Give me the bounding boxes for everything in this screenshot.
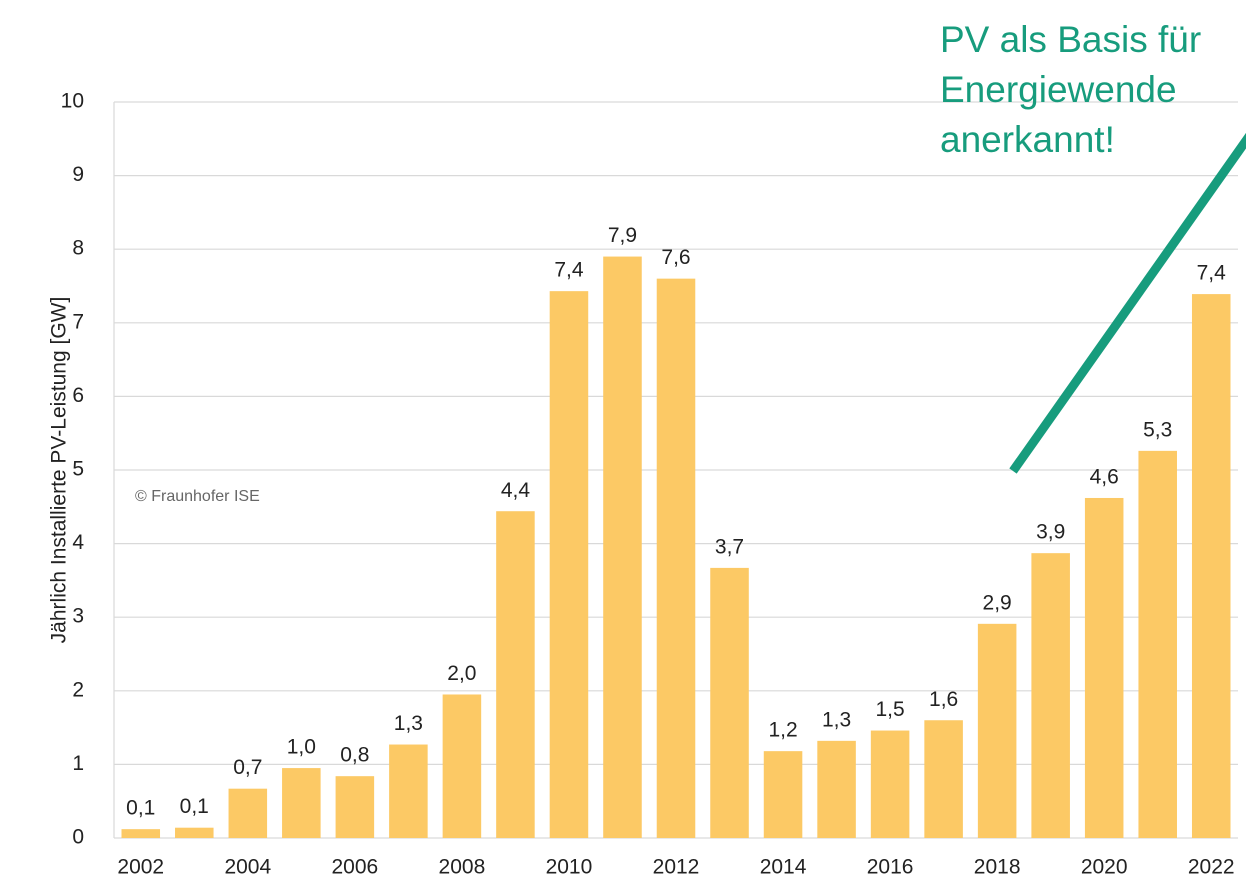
bar xyxy=(175,827,214,838)
bar xyxy=(335,776,375,838)
value-label: 1,3 xyxy=(394,712,423,735)
bar xyxy=(817,740,856,838)
x-tick-label: 2014 xyxy=(760,856,807,879)
bar xyxy=(121,829,161,838)
y-tick-label: 8 xyxy=(72,237,84,260)
y-tick-label: 2 xyxy=(72,678,84,701)
x-tick-label: 2020 xyxy=(1081,856,1128,879)
value-label: 0,1 xyxy=(126,797,155,820)
bar xyxy=(656,278,696,838)
y-tick-label: 9 xyxy=(72,163,84,186)
x-tick-label: 2004 xyxy=(224,856,271,879)
x-tick-label: 2012 xyxy=(653,856,700,879)
value-label: 2,0 xyxy=(447,662,476,685)
bar xyxy=(1084,497,1124,838)
bar xyxy=(924,720,963,838)
y-tick-label: 10 xyxy=(61,90,84,113)
x-tick-label: 2010 xyxy=(546,856,593,879)
bar xyxy=(1191,294,1231,838)
value-label: 7,4 xyxy=(1197,262,1227,285)
x-tick-label: 2016 xyxy=(867,856,914,879)
x-tick-label: 2006 xyxy=(331,856,378,879)
y-tick-label: 1 xyxy=(72,752,84,775)
value-label: 4,6 xyxy=(1090,466,1119,489)
value-label: 0,1 xyxy=(180,795,209,818)
bar xyxy=(1138,450,1177,838)
value-label: 7,9 xyxy=(608,224,637,247)
x-tick-label: 2022 xyxy=(1188,856,1235,879)
trend-arrow xyxy=(1009,132,1246,474)
bar xyxy=(710,567,749,838)
bar xyxy=(389,744,428,838)
bar xyxy=(228,788,268,838)
annotation: anerkannt! xyxy=(940,119,1115,160)
bar xyxy=(603,256,642,838)
y-tick-label: 0 xyxy=(72,826,84,849)
value-label: 5,3 xyxy=(1143,418,1172,441)
y-axis-label: Jährlich Installierte PV-Leistung [GW] xyxy=(48,297,71,644)
value-label: 4,4 xyxy=(501,479,531,502)
y-tick-label: 7 xyxy=(72,310,84,333)
x-tick-label: 2018 xyxy=(974,856,1021,879)
bar xyxy=(977,623,1017,838)
value-label: 3,7 xyxy=(715,535,744,558)
y-tick-label: 5 xyxy=(72,458,84,481)
copyright: © Fraunhofer ISE xyxy=(135,488,260,505)
value-label: 1,6 xyxy=(929,688,958,711)
x-tick-label: 2008 xyxy=(439,856,486,879)
y-tick-label: 6 xyxy=(72,384,84,407)
value-label: 7,4 xyxy=(554,259,584,282)
y-tick-label: 4 xyxy=(72,531,84,554)
y-tick-label: 3 xyxy=(72,605,84,628)
value-label: 1,2 xyxy=(768,719,797,742)
bar xyxy=(442,694,482,838)
value-label: 1,5 xyxy=(875,698,904,721)
bar xyxy=(870,730,910,838)
annotation: Energiewende xyxy=(940,69,1177,110)
x-tick-label: 2002 xyxy=(117,856,164,879)
bar xyxy=(763,751,803,838)
bar xyxy=(549,291,589,839)
bar xyxy=(282,768,321,838)
value-label: 0,8 xyxy=(340,744,369,767)
value-label: 3,9 xyxy=(1036,521,1065,544)
value-label: 0,7 xyxy=(233,756,262,779)
value-label: 1,0 xyxy=(287,736,316,759)
value-label: 2,9 xyxy=(983,591,1012,614)
value-label: 7,6 xyxy=(661,246,690,269)
bar xyxy=(496,511,535,838)
value-label: 1,3 xyxy=(822,708,851,731)
annotation: PV als Basis für xyxy=(940,19,1201,60)
bar xyxy=(1031,553,1070,838)
